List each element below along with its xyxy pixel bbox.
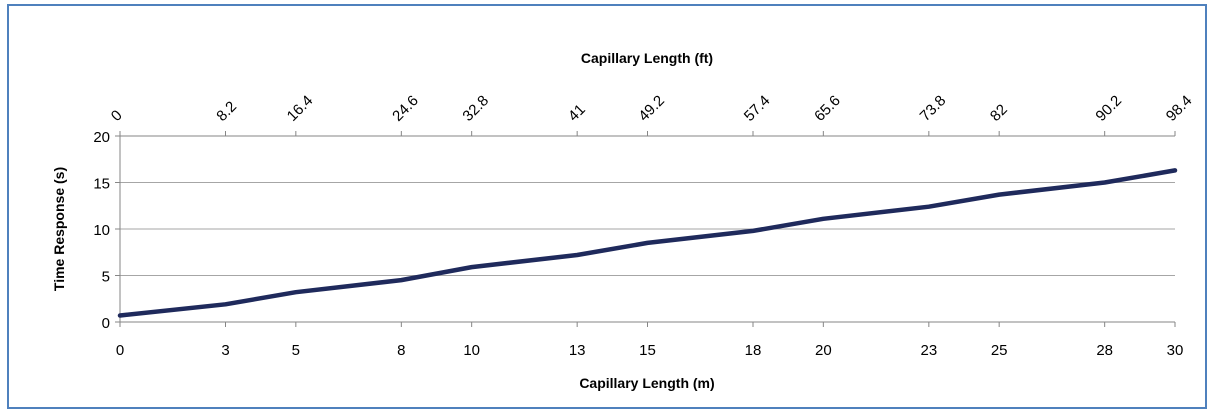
x-tick-label: 23 [920, 342, 937, 359]
x2-tick-label: 65.6 [811, 92, 844, 125]
x-tick-label: 30 [1167, 342, 1184, 359]
y-tick-label: 20 [93, 129, 110, 146]
y-tick-label: 5 [102, 269, 110, 286]
axes [115, 131, 1176, 327]
x2-tick-labels: 0 8.2 16.4 24.6 32.8 41 49.2 57.4 65.6 73.8 82 90.2… [108, 92, 1196, 125]
x-tick-label: 10 [463, 342, 480, 359]
series-group [117, 168, 1178, 318]
x2-tick-label: 98.4 [1163, 92, 1196, 125]
x-tick-label: 0 [116, 342, 124, 359]
x-axis-title: Capillary Length (m) [579, 375, 714, 391]
y-tick-label: 15 [93, 176, 110, 193]
x2-tick-label: 49.2 [635, 92, 668, 125]
y-tick-labels: 0 5 10 15 20 [93, 129, 110, 332]
x-tick-label: 18 [745, 342, 762, 359]
y-tick-label: 10 [93, 222, 110, 239]
x2-axis-title: Capillary Length (ft) [581, 50, 713, 66]
x-tick-label: 25 [991, 342, 1008, 359]
x2-tick-label: 73.8 [917, 92, 950, 125]
x2-tick-label: 0 [108, 107, 126, 125]
x2-tick-label: 82 [987, 101, 1011, 125]
x-tick-label: 8 [397, 342, 405, 359]
x-tick-label: 15 [639, 342, 656, 359]
x2-tick-label: 16.4 [284, 92, 317, 125]
x2-tick-label: 90.2 [1092, 92, 1125, 125]
x-tick-label: 28 [1096, 342, 1113, 359]
x2-tick-label: 8.2 [213, 98, 240, 125]
x2-tick-label: 57.4 [741, 92, 774, 125]
y-axis-title: Time Response (s) [51, 167, 67, 291]
x2-tick-label: 32.8 [459, 92, 492, 125]
y-tick-label: 0 [102, 315, 110, 332]
series-line [117, 168, 1178, 318]
x-tick-label: 20 [815, 342, 832, 359]
x2-tick-label: 41 [565, 101, 589, 125]
x-tick-label: 3 [221, 342, 229, 359]
x-tick-labels: 0 3 5 8 10 13 15 18 20 23 25 28 30 [116, 342, 1184, 359]
chart-frame [7, 4, 1207, 409]
x-tick-label: 13 [569, 342, 586, 359]
x-tick-label: 5 [292, 342, 300, 359]
x2-tick-label: 24.6 [389, 92, 422, 125]
